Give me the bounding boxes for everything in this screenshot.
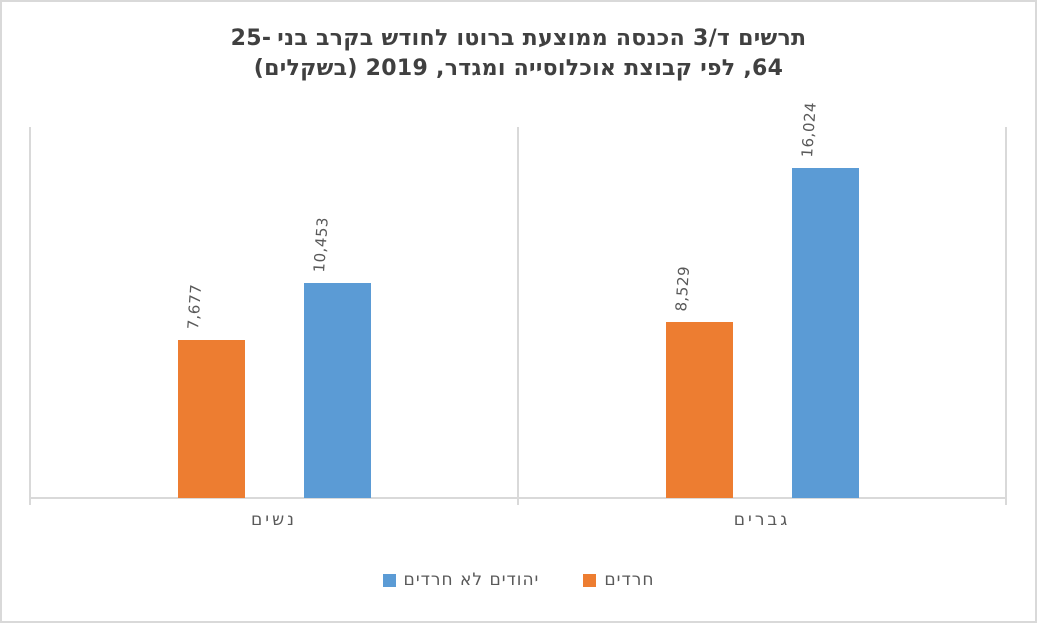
chart-title-age-range: 25-: [230, 26, 272, 51]
bar-value-label: 7,677: [184, 283, 206, 330]
bar-value-label: 8,529: [672, 265, 694, 312]
bar-series1-cat1: [791, 168, 859, 498]
chart-title-line2: 64, לפי קבוצת אוכלוסייה ומגדר, 2019 (בשק…: [253, 56, 784, 81]
legend: יהודים לא חרדים חרדים: [2, 570, 1035, 590]
bar-series0-cat1: [665, 322, 733, 498]
category-label-men: גברים: [733, 510, 791, 530]
plot-area: 7,677 8,529 10,453 16,024: [29, 101, 1007, 505]
legend-label: חרדים: [604, 570, 655, 590]
bar-value-label: 16,024: [798, 101, 820, 158]
legend-swatch-orange: [583, 573, 597, 587]
bar-series1-cat0: [303, 283, 371, 498]
plot-border-left: [29, 127, 31, 505]
legend-label: יהודים לא חרדים: [403, 570, 540, 590]
chart-title: תרשים ד/3 הכנסה ממוצעת ברוטו לחודש בקרב …: [2, 24, 1035, 84]
category-label-women: נשים: [251, 510, 297, 530]
bar-series0-cat0: [177, 340, 245, 498]
chart-title-line1-text: תרשים ד/3 הכנסה ממוצעת ברוטו לחודש בקרב …: [277, 26, 807, 51]
category-axis-labels: נשים גברים: [30, 510, 1006, 530]
category-divider-line: [517, 127, 519, 505]
plot-border-right: [1005, 127, 1007, 505]
chart-title-line1: תרשים ד/3 הכנסה ממוצעת ברוטו לחודש בקרב …: [2, 24, 1035, 54]
legend-item-non-haredi-jews: יהודים לא חרדים: [382, 570, 540, 590]
bar-value-label: 10,453: [310, 216, 332, 273]
x-axis-line: [29, 497, 1007, 499]
bars-layer: 7,677 8,529 10,453 16,024: [30, 101, 1006, 498]
legend-swatch-blue: [382, 573, 396, 587]
legend-item-haredim: חרדים: [583, 570, 654, 590]
